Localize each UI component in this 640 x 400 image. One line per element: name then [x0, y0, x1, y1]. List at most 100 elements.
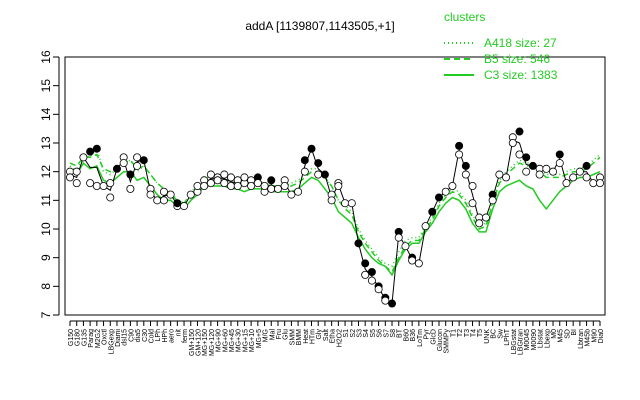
x-tick-label: MG+5 [256, 329, 263, 348]
x-tick-label: Salt [323, 329, 330, 341]
data-point [227, 173, 236, 182]
x-tick-label: Lbtran [578, 329, 585, 349]
x-tick-label: S6 [377, 329, 384, 338]
x-tick-label: MG+150 [202, 329, 209, 356]
x-tick-label: Heat [303, 329, 310, 344]
data-point [488, 196, 497, 205]
x-tick-label: nit [175, 329, 182, 336]
data-point [522, 153, 531, 162]
legend-label: A418 size: 27 [484, 36, 557, 50]
data-point [287, 190, 296, 199]
legend-label: C3 size: 1383 [484, 68, 558, 82]
x-tick-label: S8 [390, 329, 397, 338]
x-tick-label: HPh [162, 329, 169, 343]
data-point [448, 181, 457, 190]
data-point [166, 190, 175, 199]
data-point [153, 196, 162, 205]
data-point [99, 181, 108, 190]
x-tick-label: SD [564, 329, 571, 339]
data-point [119, 159, 128, 168]
data-point [79, 153, 88, 162]
x-tick-label: dia5 [135, 329, 142, 342]
data-point [421, 222, 430, 231]
data-point [86, 179, 95, 188]
data-point [280, 181, 289, 190]
data-point [106, 193, 115, 202]
data-point [112, 164, 121, 173]
x-tick-label: Lbstat [538, 329, 545, 348]
series-line-dotted [69, 147, 601, 268]
x-tick-label: C90 [128, 329, 135, 342]
x-tick-label: S3 [356, 329, 363, 338]
x-tick-label: B36 [410, 329, 417, 342]
series-line-dashed [69, 153, 601, 274]
x-tick-label: BC [491, 329, 498, 339]
x-tick-label: M45b [585, 329, 592, 347]
x-tick-label: LBGexp [108, 329, 115, 354]
data-point [186, 190, 195, 199]
data-point [294, 187, 303, 196]
data-point [300, 167, 309, 176]
data-point [428, 207, 437, 216]
data-point [300, 156, 309, 165]
data-point [569, 173, 578, 182]
y-tick-label: 10 [39, 222, 53, 236]
x-tick-label: Parag [88, 329, 95, 348]
data-point [133, 153, 142, 162]
data-point [334, 181, 343, 190]
data-point [461, 170, 470, 179]
y-tick-label: 15 [39, 79, 53, 93]
mean-line [69, 139, 601, 305]
x-tick-label: Oxctl [102, 329, 109, 345]
x-tick-label: MG+30 [236, 329, 243, 352]
x-tick-label: SMM [289, 329, 296, 346]
data-point [468, 199, 477, 208]
data-point [159, 196, 168, 205]
data-point [247, 181, 256, 190]
data-point [461, 161, 470, 170]
data-point [273, 184, 282, 193]
x-tick-label: Gly [316, 329, 323, 340]
legend-title: clusters [444, 10, 485, 24]
data-point [468, 181, 477, 190]
legend-label: B5 size: 546 [484, 52, 550, 66]
x-tick-label: Dia0 [598, 329, 605, 344]
data-point [314, 170, 323, 179]
x-tick-label: GM+150 [189, 329, 196, 356]
x-tick-label: Sw [497, 328, 504, 339]
x-tick-label: M0 [551, 329, 558, 339]
data-point [126, 170, 135, 179]
x-tick-label: C30 [142, 329, 149, 342]
x-tick-label: M2G2 [95, 329, 102, 348]
y-tick-label: 8 [39, 283, 53, 290]
x-tick-label: MG+15 [242, 329, 249, 352]
y-tick-label: 9 [39, 254, 53, 261]
data-point [206, 179, 215, 188]
data-point [414, 259, 423, 268]
data-point [133, 161, 142, 170]
data-point [455, 141, 464, 150]
x-tick-label: Etha [330, 329, 337, 344]
x-tick-label: BMM [296, 329, 303, 346]
x-tick-label: Glu [283, 329, 290, 340]
plot-area [64, 56, 606, 316]
data-point [86, 147, 95, 156]
x-tick-label: G180 [75, 329, 82, 346]
x-tick-label: S5 [370, 329, 377, 338]
data-point [253, 179, 262, 188]
data-point [220, 170, 229, 179]
x-tick-label: dsl15 [122, 329, 129, 346]
data-point [381, 296, 390, 305]
chart-title: addA [1139807,1143505,+1] [245, 19, 394, 33]
data-point [139, 156, 148, 165]
x-tick-label: LoTm [417, 329, 424, 347]
x-tick-label: S7 [383, 329, 390, 338]
data-point [582, 161, 591, 170]
series-lines [69, 147, 601, 277]
data-point [267, 184, 276, 193]
data-point [542, 164, 551, 173]
y-tick-label: 11 [39, 194, 53, 207]
data-point [180, 202, 189, 211]
x-tick-label: T4 [471, 329, 478, 337]
data-point [367, 276, 376, 285]
